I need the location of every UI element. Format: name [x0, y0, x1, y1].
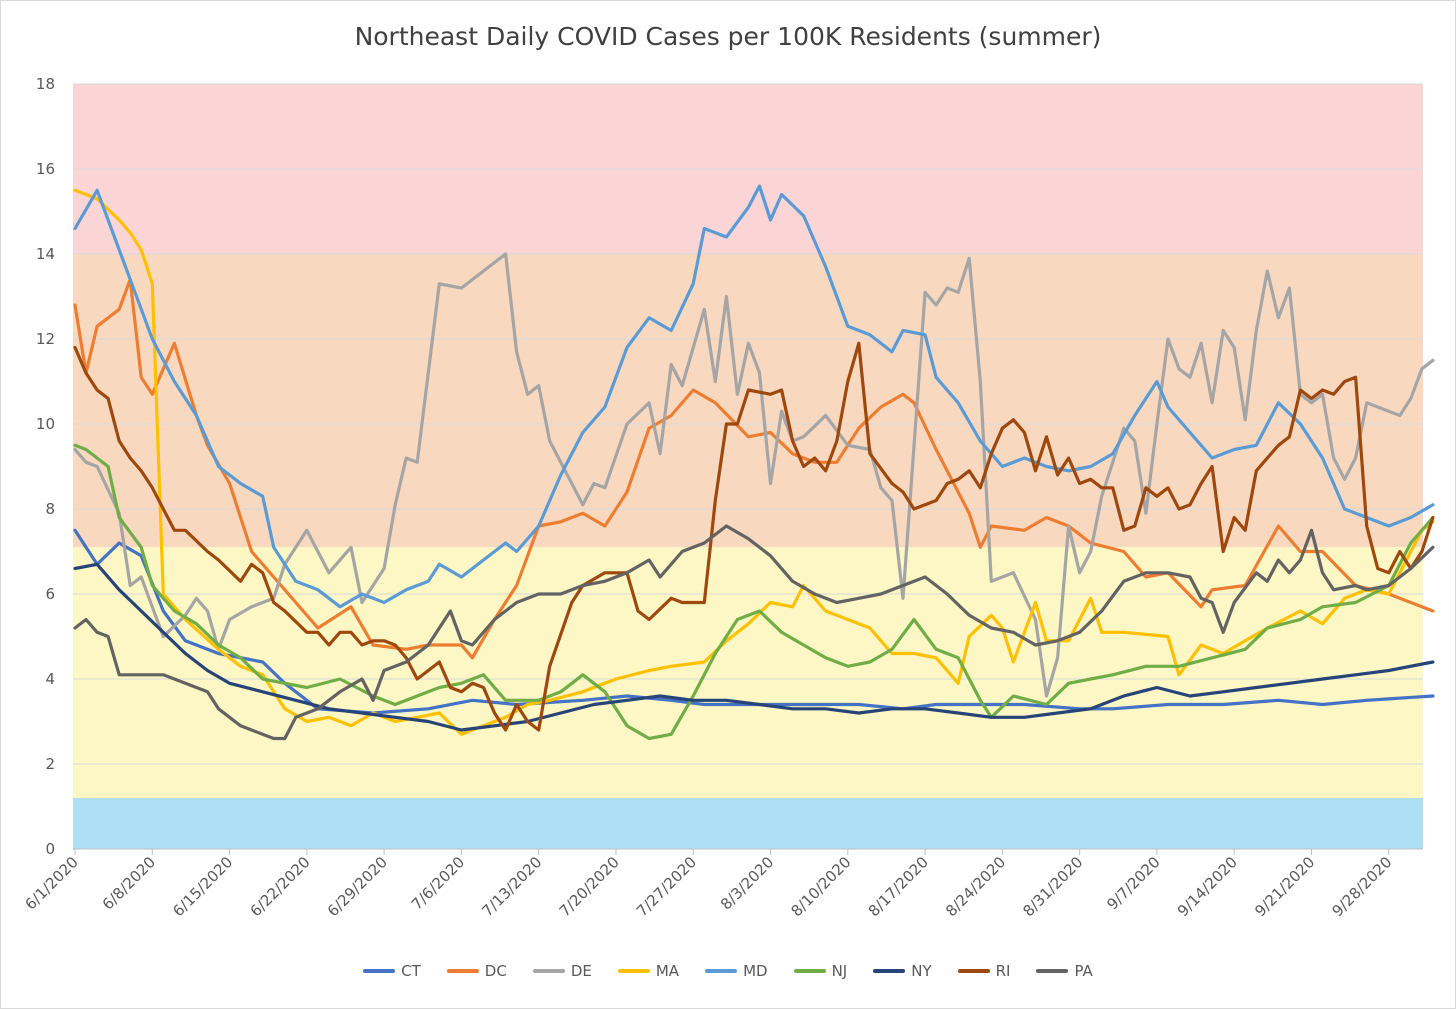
legend: CT DC DE MA MD NJ NY RI PA: [0, 962, 1456, 980]
legend-item-de: DE: [532, 962, 592, 980]
legend-label: MA: [655, 962, 680, 980]
legend-label: MD: [743, 962, 768, 980]
series-line-md: [73, 184, 1435, 609]
series-line-de: [73, 252, 1435, 698]
y-tick-label: 16: [36, 160, 55, 178]
x-tick-label: 6/15/2020: [169, 853, 236, 920]
legend-item-ri: RI: [957, 962, 1011, 980]
legend-swatch: [617, 969, 650, 973]
series-line-nj: [73, 443, 1435, 741]
x-tick-label: 7/13/2020: [478, 853, 545, 920]
legend-item-ny: NY: [873, 962, 932, 980]
legend-item-md: MD: [705, 962, 768, 980]
legend-swatch: [532, 969, 565, 973]
x-tick-label: 8/10/2020: [788, 853, 855, 920]
series-line-ny: [73, 562, 1435, 732]
series-line-ri: [73, 341, 1435, 732]
x-tick-label: 7/20/2020: [556, 853, 623, 920]
legend-swatch: [446, 969, 479, 973]
legend-swatch: [1036, 969, 1069, 973]
legend-item-ma: MA: [617, 962, 680, 980]
x-tick-label: 7/6/2020: [408, 853, 468, 913]
series-lines: [73, 184, 1435, 741]
legend-swatch: [873, 969, 906, 973]
legend-item-pa: PA: [1036, 962, 1093, 980]
gridlines: [73, 83, 1423, 765]
x-tick-label: 6/29/2020: [324, 853, 391, 920]
x-tick-label: 9/14/2020: [1174, 853, 1241, 920]
series-line-dc: [73, 277, 1435, 660]
x-tick-label: 8/24/2020: [942, 853, 1009, 920]
band-3: [73, 798, 1423, 849]
y-tick-label: 14: [36, 245, 55, 263]
y-tick-label: 10: [36, 415, 55, 433]
legend-item-ct: CT: [363, 962, 421, 980]
legend-label: RI: [995, 962, 1011, 980]
x-tick-label: 6/1/2020: [21, 853, 81, 913]
legend-item-nj: NJ: [793, 962, 848, 980]
legend-label: NJ: [831, 962, 848, 980]
legend-item-dc: DC: [446, 962, 507, 980]
legend-label: CT: [401, 962, 421, 980]
y-tick-label: 18: [36, 75, 55, 93]
y-tick-label: 2: [45, 755, 55, 773]
x-tick-label: 7/27/2020: [633, 853, 700, 920]
x-tick-label: 6/8/2020: [99, 853, 159, 913]
threshold-bands: [73, 84, 1423, 849]
y-tick-label: 0: [45, 840, 55, 858]
legend-swatch: [705, 969, 738, 973]
legend-label: DE: [570, 962, 592, 980]
legend-label: NY: [911, 962, 932, 980]
series-line-ma: [73, 188, 1435, 736]
legend-swatch: [957, 969, 990, 973]
x-tick-label: 9/7/2020: [1103, 853, 1163, 913]
band-1: [73, 254, 1423, 548]
x-tick-label: 6/22/2020: [247, 853, 314, 920]
x-tick-label: 8/31/2020: [1019, 853, 1086, 920]
legend-swatch: [793, 969, 826, 973]
y-tick-label: 4: [45, 670, 55, 688]
x-tick-label: 8/17/2020: [865, 853, 932, 920]
y-tick-label: 12: [36, 330, 55, 348]
series-line-ct: [73, 528, 1435, 715]
x-tick-labels: 6/1/2020 6/8/2020 6/15/2020 6/22/2020 6/29/2…: [21, 849, 1396, 920]
legend-swatch: [363, 969, 396, 973]
y-tick-label: 6: [45, 585, 55, 603]
y-tick-labels: 0 2 4 6 8 10 12 14 16 18: [36, 75, 55, 858]
x-tick-label: 8/3/2020: [717, 853, 777, 913]
legend-label: PA: [1074, 962, 1093, 980]
legend-label: DC: [484, 962, 507, 980]
x-tick-label: 9/28/2020: [1328, 853, 1395, 920]
x-tick-label: 9/21/2020: [1251, 853, 1318, 920]
series-line-pa: [73, 524, 1435, 741]
y-tick-label: 8: [45, 500, 55, 518]
chart-title: Northeast Daily COVID Cases per 100K Res…: [354, 22, 1102, 51]
